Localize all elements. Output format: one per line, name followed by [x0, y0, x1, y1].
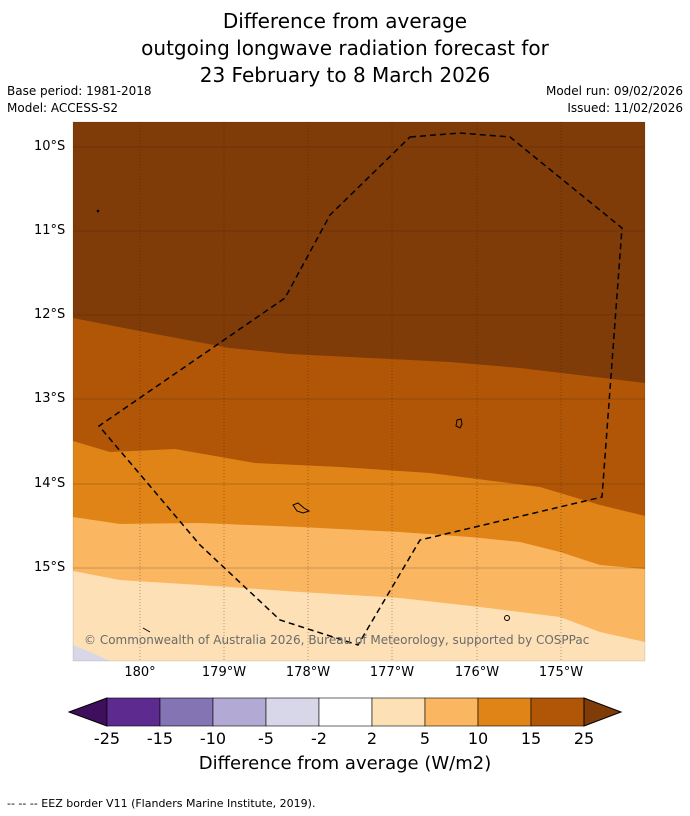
lat-label-12s: 12°S — [34, 307, 66, 322]
colorbar-seg-4 — [265, 697, 320, 727]
colorbar-label-10: 10 — [467, 729, 489, 748]
island-wallis — [455, 418, 463, 429]
eez-legend-note: -- -- -- EEZ border V11 (Flanders Marine… — [7, 797, 316, 810]
colorbar-min-arrow — [67, 697, 108, 727]
graticule — [73, 146, 645, 569]
colorbar-label-25: 25 — [573, 729, 595, 748]
title-line-3: 23 February to 8 March 2026 — [199, 63, 491, 87]
base-period: Base period: 1981-2018 — [7, 84, 152, 98]
colorbar-label-minus15: -15 — [146, 729, 174, 748]
colorbar-label-2: 2 — [366, 729, 378, 748]
band-negative-small — [73, 645, 110, 661]
colorbar-seg-5 — [318, 697, 373, 727]
eez-border — [97, 132, 623, 646]
chart-title: Difference from average outgoing longwav… — [0, 8, 690, 89]
meta-left: Base period: 1981-2018 Model: ACCESS-S2 — [7, 83, 152, 117]
lon-label-175w: 175°W — [538, 665, 584, 680]
model-run: Model run: 09/02/2026 — [545, 84, 683, 98]
band-neutral-light — [73, 571, 645, 661]
title-line-2: outgoing longwave radiation forecast for — [141, 36, 549, 60]
colorbar-seg-2 — [159, 697, 214, 727]
islands — [96, 209, 510, 633]
lat-label-13s: 13°S — [34, 391, 66, 406]
colorbar-label-5: 5 — [419, 729, 431, 748]
lon-label-176w: 176°W — [454, 665, 500, 680]
title-line-1: Difference from average — [222, 9, 468, 33]
colorbar-seg-7 — [424, 697, 479, 727]
lat-label-14s: 14°S — [34, 476, 66, 491]
colorbar-label-minus10: -10 — [199, 729, 227, 748]
lon-label-178w: 178°W — [285, 665, 331, 680]
meta-right: Model run: 09/02/2026 Issued: 11/02/2026 — [546, 83, 683, 117]
colorbar-label-minus25: -25 — [93, 729, 121, 748]
lat-label-11s: 11°S — [34, 223, 66, 238]
island-edge — [142, 627, 151, 633]
colorbar-seg-3 — [212, 697, 267, 727]
colorbar-max-arrow — [583, 697, 623, 727]
colorbar-label-minus2: -2 — [311, 729, 327, 748]
model-name: Model: ACCESS-S2 — [7, 101, 119, 115]
colorbar-label-15: 15 — [520, 729, 542, 748]
island-small — [504, 615, 510, 621]
issued-date: Issued: 11/02/2026 — [567, 101, 683, 115]
lon-label-180: 180° — [124, 665, 156, 680]
islet — [96, 209, 100, 213]
colorbar-seg-8 — [477, 697, 532, 727]
colorbar-seg-1 — [106, 697, 161, 727]
lon-label-179w: 179°W — [201, 665, 247, 680]
colorbar-seg-6 — [371, 697, 426, 727]
map-panel — [72, 121, 646, 662]
lon-label-177w: 177°W — [369, 665, 415, 680]
island-futuna — [292, 502, 311, 514]
lat-label-10s: 10°S — [34, 139, 66, 154]
colorbar-seg-9 — [530, 697, 585, 727]
copyright-notice: © Commonwealth of Australia 2026, Bureau… — [84, 633, 590, 647]
colorbar-label-minus5: -5 — [258, 729, 274, 748]
lat-label-15s: 15°S — [34, 560, 66, 575]
colorbar-title: Difference from average (W/m2) — [198, 753, 492, 774]
map-frame — [72, 121, 646, 662]
